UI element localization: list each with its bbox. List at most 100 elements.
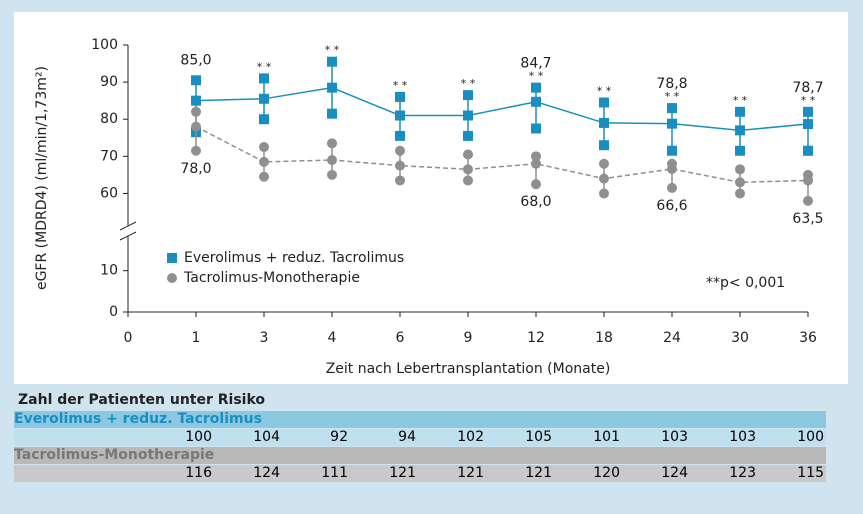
error-upper [327, 56, 337, 67]
data-label: 78,8 [656, 76, 687, 92]
data-point [259, 156, 269, 167]
data-point [667, 118, 677, 129]
table-cell: 123 [729, 465, 756, 481]
data-label: 68,0 [520, 194, 551, 210]
significance-mark: * * [325, 44, 340, 57]
error-lower [463, 130, 473, 141]
error-lower [531, 179, 541, 190]
data-point [259, 93, 269, 104]
legend-label: Everolimus + reduz. Tacrolimus [184, 250, 404, 266]
table-group-header: Tacrolimus-Monotherapie [14, 447, 826, 464]
legend-marker [167, 273, 177, 283]
data-point [735, 125, 745, 136]
x-tick-label: 1 [192, 330, 201, 346]
error-lower [667, 145, 677, 156]
error-lower [599, 188, 609, 199]
x-tick-label: 9 [464, 330, 473, 346]
data-point [735, 177, 745, 188]
table-title: Zahl der Patienten unter Risiko [18, 392, 265, 408]
error-lower [395, 175, 405, 186]
y-tick-label: 10 [100, 263, 118, 279]
significance-mark: * * [393, 79, 408, 92]
error-upper [531, 82, 541, 93]
x-tick-label: 4 [328, 330, 337, 346]
data-point [463, 164, 473, 175]
table-cell: 116 [185, 465, 212, 481]
error-upper [803, 106, 813, 117]
error-lower [327, 169, 337, 180]
axis-break [119, 221, 137, 231]
error-upper [531, 151, 541, 162]
table-cell: 121 [389, 465, 416, 481]
table-cell: 92 [330, 429, 348, 445]
table-cell: 100 [185, 429, 212, 445]
table-cell: 94 [398, 429, 416, 445]
error-lower [259, 114, 269, 125]
table-cell: 104 [253, 429, 280, 445]
y-tick-label: 80 [100, 111, 118, 127]
table-cell: 124 [661, 465, 688, 481]
error-lower [395, 130, 405, 141]
table-cell: 115 [797, 465, 824, 481]
error-lower [735, 188, 745, 199]
table-cell: 111 [321, 465, 348, 481]
error-lower [191, 145, 201, 156]
error-lower [259, 171, 269, 182]
error-upper [395, 145, 405, 156]
table-cell: 103 [661, 429, 688, 445]
error-upper [259, 142, 269, 153]
data-label: 78,7 [792, 80, 823, 96]
significance-mark: * * [801, 94, 816, 107]
y-tick-label: 60 [100, 185, 118, 201]
data-label: 63,5 [792, 211, 823, 227]
table-cell: 121 [457, 465, 484, 481]
y-tick-label: 0 [109, 304, 118, 320]
axis-break [119, 231, 137, 241]
table-cell: 124 [253, 465, 280, 481]
data-point [531, 96, 541, 107]
x-tick-label: 30 [731, 330, 749, 346]
table-cell: 100 [797, 429, 824, 445]
table-cell: 120 [593, 465, 620, 481]
error-lower [531, 123, 541, 134]
error-upper [395, 91, 405, 102]
error-lower [803, 145, 813, 156]
data-label: 78,0 [180, 161, 211, 177]
data-point [463, 110, 473, 121]
x-tick-label: 24 [663, 330, 681, 346]
x-tick-label: 36 [799, 330, 817, 346]
table-cell: 121 [525, 465, 552, 481]
error-upper [191, 75, 201, 86]
significance-mark: * * [733, 94, 748, 107]
error-lower [327, 108, 337, 119]
y-tick-label: 100 [91, 37, 118, 53]
error-lower [803, 195, 813, 206]
x-tick-label: 6 [396, 330, 405, 346]
data-point [667, 163, 677, 174]
significance-mark: * * [665, 90, 680, 103]
table-group-header: Everolimus + reduz. Tacrolimus [14, 411, 826, 428]
error-upper [327, 138, 337, 149]
error-upper [735, 106, 745, 117]
table-cell: 101 [593, 429, 620, 445]
error-upper [735, 164, 745, 175]
significance-mark: * * [529, 70, 544, 83]
y-tick-label: 70 [100, 148, 118, 164]
data-point [531, 158, 541, 169]
legend-marker [167, 253, 177, 263]
significance-mark: * * [257, 60, 272, 73]
series-line [195, 125, 809, 184]
series-line [195, 86, 809, 132]
x-tick-label: 12 [527, 330, 545, 346]
data-point [327, 155, 337, 166]
x-axis-label: Zeit nach Lebertransplantation (Monate) [326, 361, 611, 377]
error-lower [735, 145, 745, 156]
error-upper [191, 106, 201, 117]
table-row: 116 124 111 121 121 121 120 124 123 115 [14, 465, 826, 482]
error-upper [259, 73, 269, 84]
data-point [395, 160, 405, 171]
y-axis-label: eGFR (MDRD4) (ml/min/1,73m²) [34, 66, 50, 290]
data-point [395, 110, 405, 121]
